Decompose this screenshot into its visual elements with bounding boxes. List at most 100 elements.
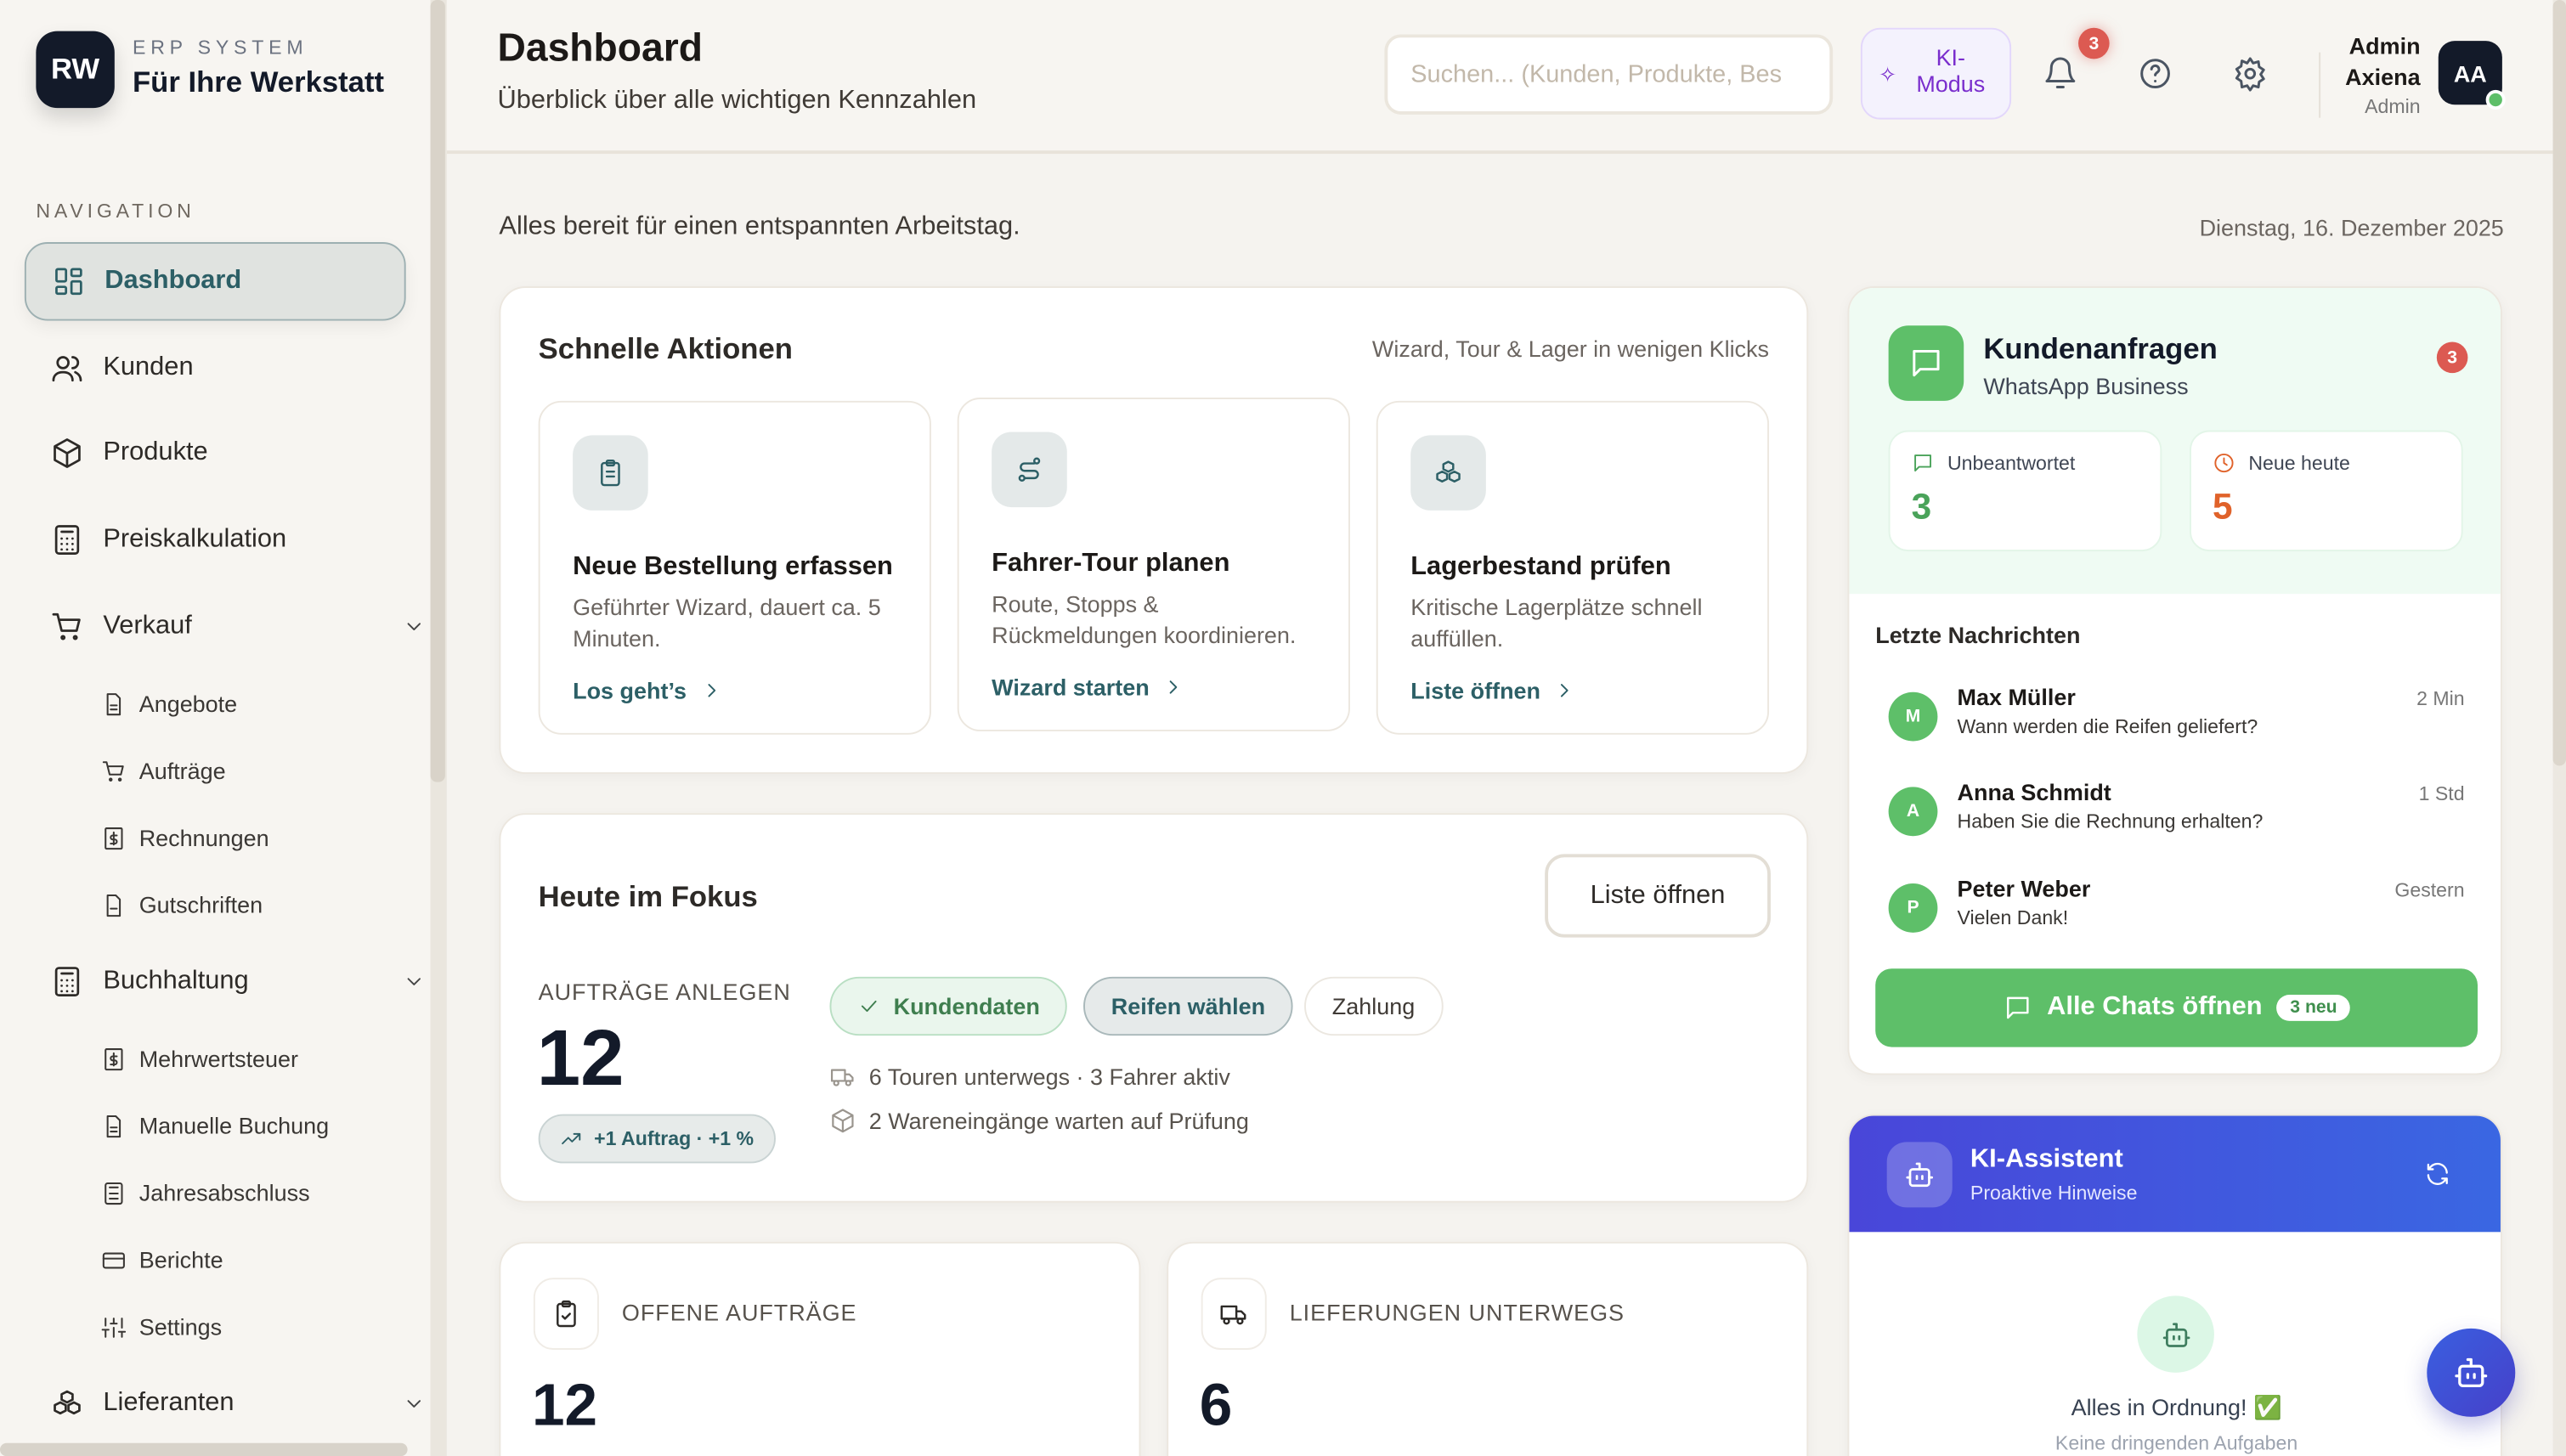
section-hint: Wizard, Tour & Lager in wenigen Klicks [1371,335,1770,362]
avatar: M [1888,691,1938,742]
sparkles-icon: ✧ [1879,62,1897,87]
sidebar-scrollbar-track[interactable] [430,0,447,1456]
ki-mode-button[interactable]: ✧ KI- Modus [1860,27,2012,120]
check-icon [861,1000,877,1013]
sidebar-subitem-berichte[interactable]: Berichte [101,1235,223,1284]
receipt-icon [105,827,123,849]
assistant-title: KI-Assistent [1970,1145,2123,1173]
sidebar-subitem-label: Manuelle Buchung [138,1112,330,1139]
recent-messages-title: Letzte Nachrichten [1875,621,2081,648]
trending-up-icon [562,1132,581,1145]
avatar: P [1888,883,1938,933]
users-icon [52,356,82,382]
bot-icon [1906,1162,1934,1188]
new-chats-badge: 3 neu [2276,995,2351,1021]
truck-icon [1220,1305,1246,1325]
sidebar-item-buchhaltung[interactable]: Buchhaltung [25,942,421,1020]
sidebar-item-label: Verkauf [103,612,192,641]
quick-action-new-order[interactable]: Neue Bestellung erfassen Geführter Wizar… [538,400,931,735]
stat-label: LIEFERUNGEN UNTERWEGS [1289,1299,1625,1326]
quick-action-link[interactable]: Liste öffnen [1410,677,1734,703]
sidebar-item-preiskalkulation[interactable]: Preiskalkulation [25,500,406,578]
ai-chat-fab[interactable] [2427,1328,2516,1417]
user-role: Admin [2365,94,2421,118]
sidebar-item-dashboard[interactable]: Dashboard [24,242,406,321]
message-item[interactable]: A Anna Schmidt Haben Sie die Rechnung erha… [1875,777,2465,855]
refresh-button[interactable] [2423,1160,2451,1188]
open-list-button[interactable]: Liste öffnen [1545,854,1771,938]
sidebar-subitem-gutschriften[interactable]: Gutschriften [101,880,263,929]
step-kundendaten[interactable]: Kundendaten [829,976,1068,1036]
sidebar-subitem-label: Gutschriften [138,891,263,918]
quick-action-desc: Route, Stopps & Rückmeldungen koordinier… [992,590,1297,648]
search-input[interactable]: Suchen... (Kunden, Produkte, Bes [1384,34,1834,115]
sidebar-item-label: Buchhaltung [103,967,249,996]
truck-icon [830,1069,854,1086]
file-minus-icon [106,894,122,917]
quick-action-title: Neue Bestellung erfassen [573,552,893,581]
message-icon [2006,996,2029,1019]
focus-kicker: AUFTRÄGE ANLEGEN [538,978,791,1005]
stat-card-deliveries[interactable]: LIEFERUNGEN UNTERWEGS 6 [1167,1241,1809,1456]
unanswered-count: 3 [1911,486,1932,528]
package-icon [832,1109,854,1133]
sidebar-subitem-jahresabschluss[interactable]: Jahresabschluss [101,1168,310,1217]
top-header: Dashboard Überblick über alle wichtigen … [446,0,2553,155]
sidebar-subitem-settings[interactable]: Settings [101,1302,222,1352]
step-reifen-waehlen[interactable]: Reifen wählen [1083,976,1293,1036]
sidebar-horizontal-scrollbar[interactable] [0,1442,408,1456]
quick-action-desc: Geführter Wizard, dauert ca. 5 Minuten. [573,594,881,652]
trend-badge: +1 Auftrag · +1 % [538,1114,776,1164]
boxes-icon [54,1390,81,1415]
quick-action-link[interactable]: Los geht’s [573,677,896,703]
sidebar-subitem-auftraege[interactable]: Aufträge [101,746,226,795]
sidebar-subitem-rechnungen[interactable]: Rechnungen [101,813,269,862]
sidebar-subitem-manuelle-buchung[interactable]: Manuelle Buchung [101,1101,329,1150]
sidebar: RW ERP SYSTEM Für Ihre Werkstatt NAVIGAT… [0,0,431,1456]
sidebar-item-verkauf[interactable]: Verkauf [25,587,421,665]
sidebar-item-produkte[interactable]: Produkte [25,414,406,492]
sidebar-subitem-mehrwertsteuer[interactable]: Mehrwertsteuer [101,1034,298,1083]
open-all-chats-button[interactable]: Alle Chats öffnen 3 neu [1875,968,2478,1047]
sidebar-item-label: Preiskalkulation [103,525,287,553]
notifications-button[interactable] [2043,55,2078,91]
step-zahlung[interactable]: Zahlung [1304,976,1443,1036]
sidebar-subitem-label: Angebote [138,690,238,717]
user-info[interactable]: Admin Axiena Admin [2329,31,2421,120]
clipboard-icon [601,459,620,487]
sidebar-subitem-label: Mehrwertsteuer [138,1045,299,1072]
customer-requests-card: Kundenanfragen WhatsApp Business 3 Unbea… [1847,286,2502,1075]
requests-badge[interactable]: 3 [2436,341,2468,374]
sidebar-scrollbar-thumb[interactable] [430,0,445,782]
requests-subtitle: WhatsApp Business [1983,373,2189,399]
stat-card-open-orders[interactable]: OFFENE AUFTRÄGE 12 [499,1241,1141,1456]
sidebar-subitem-label: Berichte [138,1246,223,1273]
sidebar-item-lieferanten[interactable]: Lieferanten [25,1364,421,1442]
avatar[interactable]: AA [2438,41,2502,105]
logo: RW [36,31,115,109]
page-subtitle: Überblick über alle wichtigen Kennzahlen [497,87,977,115]
sidebar-item-label: Lieferanten [103,1389,235,1417]
quick-action-title: Lagerbestand prüfen [1410,552,1671,581]
message-item[interactable]: P Peter Weber Vielen Dank! Gestern [1875,873,2465,951]
sidebar-item-kunden[interactable]: Kunden [25,329,406,407]
section-title: Schnelle Aktionen [538,331,793,365]
help-button[interactable] [2137,55,2173,91]
route-icon [1018,457,1041,482]
focus-card: Heute im Fokus Liste öffnen AUFTRÄGE ANL… [499,813,1809,1203]
message-item[interactable]: M Max Müller Wann werden die Reifen gelief… [1875,682,2465,760]
settings-button[interactable] [2232,55,2268,92]
chevron-down-icon [407,978,421,985]
ki-mode-label: KI- [1936,44,1966,71]
calculator-icon [105,1182,123,1205]
sidebar-item-label: Produkte [103,438,208,466]
quick-action-driver-tour[interactable]: Fahrer-Tour planen Route, Stopps & Rückm… [957,398,1350,731]
divider [2319,52,2321,118]
clipboard-check-icon [557,1300,576,1328]
quick-action-stock-check[interactable]: Lagerbestand prüfen Kritische Lagerplätz… [1376,400,1770,735]
date: Dienstag, 16. Dezember 2025 [2199,214,2504,241]
page-scrollbar[interactable] [2552,0,2566,1456]
sidebar-subitem-angebote[interactable]: Angebote [101,679,237,728]
chevron-right-icon [1170,680,1178,694]
quick-action-link[interactable]: Wizard starten [992,674,1315,700]
